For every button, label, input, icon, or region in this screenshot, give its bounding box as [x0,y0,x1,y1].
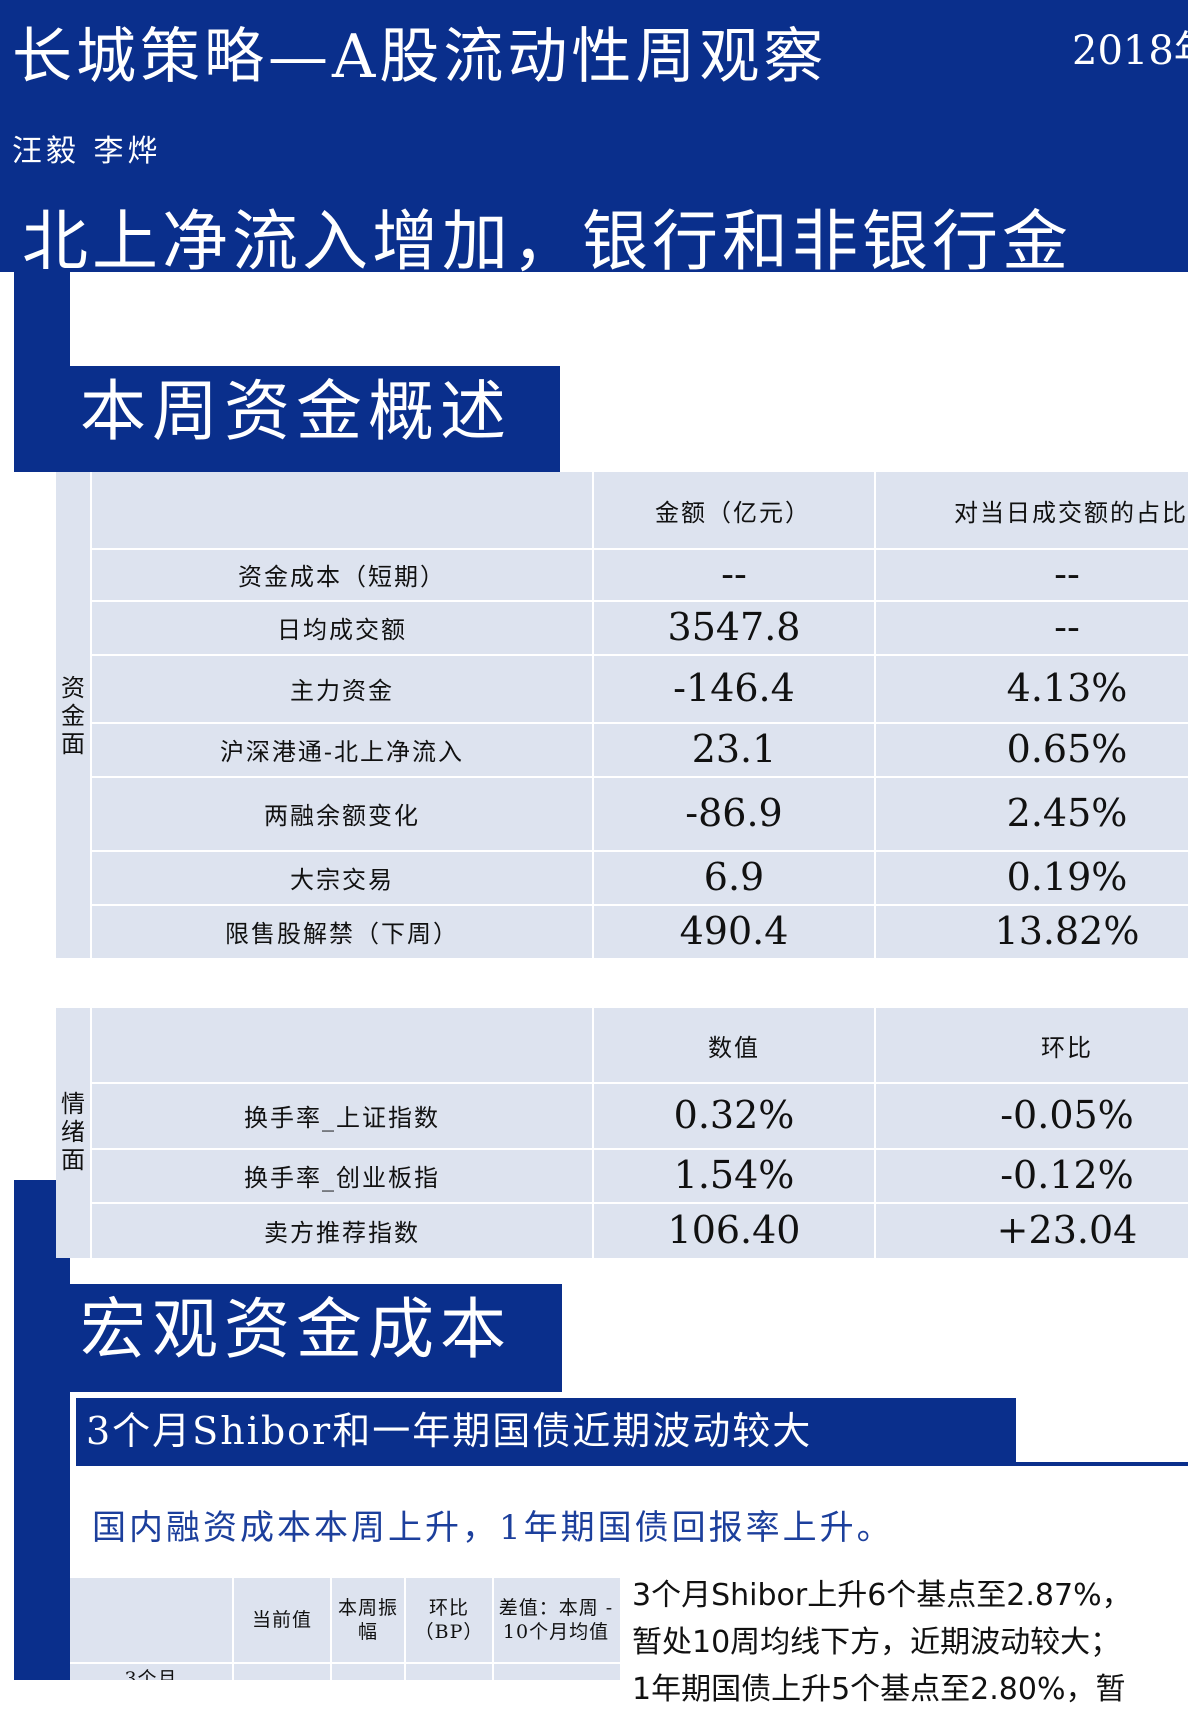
table-divider [492,1578,494,1680]
table-divider [592,472,594,958]
change-cell: -0.05% [1000,1093,1134,1137]
amount-cell: -146.4 [673,666,795,710]
macro-commentary: 3个月Shibor上升6个基点至2.87%， 暂处10周均线下方，近期波动较大；… [632,1572,1188,1713]
ratio-cell: 13.82% [994,909,1140,953]
ratio-cell: 0.19% [1006,855,1128,899]
column-header-change: 环比 [1041,1033,1093,1062]
table-divider [90,654,1188,656]
ratio-cell: 0.65% [1006,727,1128,771]
row-label: 资金成本（短期） [238,562,446,591]
value-cell: 1.54% [673,1153,795,1197]
macro-cost-table: 当前值 本周振幅 环比（BP） 差值：本周 - 10个月均值 3个月 [70,1578,620,1680]
section-title-macro: 宏观资金成本 [70,1284,562,1392]
report-authors: 汪毅 李烨 [12,134,162,169]
row-label: 换手率_上证指数 [244,1103,440,1132]
table-divider [90,904,1188,906]
row-label: 换手率_创业板指 [244,1163,440,1192]
change-cell: +23.04 [996,1208,1138,1252]
table-divider [90,600,1188,602]
table-gap [56,958,1188,1008]
row-label: 沪深港通-北上净流入 [219,737,465,766]
commentary-line: 暂处10周均线下方，近期波动较大； [632,1625,1121,1660]
macro-subtitle: 3个月Shibor和一年期国债近期波动较大 [76,1398,1016,1464]
table-divider [90,722,1188,724]
column-header-ratio: 对当日成交额的占比 [954,498,1188,527]
table-divider [70,1662,620,1664]
table-divider [874,1008,876,1258]
table-divider [90,1202,1188,1204]
column-header: 本周振幅 [337,1597,398,1643]
header-content: 长城策略—A股流动性周观察 2018年 汪毅 李烨 北上净流入增加，银行和非银行… [0,0,1188,272]
row-label: 限售股解禁（下周） [225,919,459,948]
table-divider [592,1008,594,1258]
column-header-amount: 金额（亿元） [655,498,811,527]
amount-cell: 23.1 [691,727,777,771]
commentary-line: 1年期国债上升5个基点至2.80%，暂 [632,1672,1126,1707]
amount-cell: 6.9 [703,855,765,899]
row-label: 大宗交易 [290,865,394,894]
left-accent-bar [14,1180,70,1680]
table-divider [874,472,876,958]
commentary-line: 3个月Shibor上升6个基点至2.87%， [632,1578,1132,1613]
table-divider [90,1148,1188,1150]
amount-cell: 490.4 [679,909,789,953]
group-label-sentiment: 情绪面 [61,1090,85,1174]
row-label: 日均成交额 [277,615,407,644]
report-header [0,0,1188,272]
table-divider [404,1578,406,1680]
subtitle-underline [76,1462,1188,1466]
row-label: 主力资金 [290,676,394,705]
value-cell: 106.40 [667,1208,801,1252]
ratio-cell: 4.13% [1006,666,1128,710]
value-cell: 0.32% [673,1093,795,1137]
row-label: 两融余额变化 [264,801,420,830]
change-cell: -0.12% [1000,1153,1134,1197]
row-label: 3个月 [124,1668,178,1680]
table-divider [90,776,1188,778]
row-label: 卖方推荐指数 [264,1218,420,1247]
column-header: 当前值 [251,1609,312,1631]
ratio-cell: 2.45% [1006,791,1128,835]
table-divider [232,1578,234,1680]
table-divider [90,472,92,1258]
report-date: 2018年 [1072,28,1188,74]
table-divider [90,548,1188,550]
amount-cell: -- [721,552,747,596]
table-divider [90,850,1188,852]
section-title-overview: 本周资金概述 [70,366,560,472]
report-headline: 北上净流入增加，银行和非银行金 [22,203,1072,272]
column-header: 环比（BP） [414,1597,484,1643]
macro-lead-text: 国内融资成本本周上升，1年期国债回报率上升。 [92,1508,894,1548]
overview-table: 资金面 情绪面 金额（亿元） 对当日成交额的占比 资金成本（短期） -- -- … [56,472,1188,1258]
ratio-cell: -- [1054,605,1080,649]
group-label-funds: 资金面 [61,674,85,758]
left-accent-bar [14,272,70,472]
report-title: 长城策略—A股流动性周观察 [12,22,828,92]
table-divider [90,1082,1188,1084]
column-header: 差值：本周 - 10个月均值 [498,1597,614,1643]
amount-cell: -86.9 [685,791,783,835]
amount-cell: 3547.8 [667,605,801,649]
column-header-value: 数值 [708,1033,760,1062]
ratio-cell: -- [1054,552,1080,596]
table-divider [330,1578,332,1680]
